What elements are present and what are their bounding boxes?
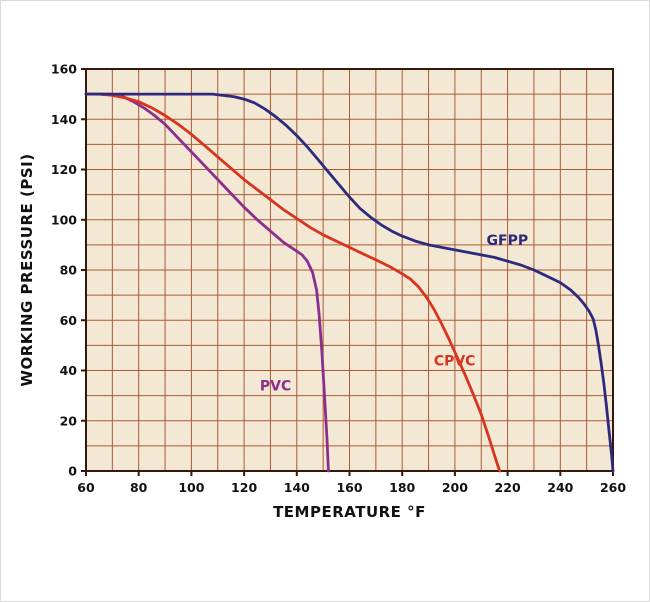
x-tick-label: 220	[495, 480, 521, 495]
y-axis-label: WORKING PRESSURE (PSI)	[18, 153, 36, 387]
series-line-gfpp	[84, 92, 615, 473]
y-tick-label: 0	[68, 464, 77, 479]
y-tick-label: 140	[51, 112, 77, 127]
plot-border	[85, 68, 614, 472]
y-tick-label: 120	[51, 162, 77, 177]
y-tick-label: 40	[60, 363, 78, 378]
series-label-cpvc: CPVC	[434, 353, 476, 369]
x-tick-label: 200	[442, 480, 468, 495]
x-tick-label: 240	[547, 480, 573, 495]
x-tick-label: 60	[77, 480, 95, 495]
x-tick-label: 140	[284, 480, 310, 495]
y-tick-label: 100	[51, 212, 77, 227]
x-tick-label: 160	[336, 480, 362, 495]
series-line-cpvc	[84, 92, 502, 473]
x-tick-label: 120	[231, 480, 257, 495]
x-tick-label: 260	[600, 480, 626, 495]
y-tick-label: 160	[51, 62, 77, 77]
y-tick-label: 80	[60, 263, 78, 278]
x-tick-label: 100	[178, 480, 204, 495]
x-tick-label: 80	[130, 480, 148, 495]
x-axis-label: TEMPERATURE °F	[273, 503, 426, 521]
series-label-pvc: PVC	[260, 379, 291, 395]
series-label-gfpp: GFPP	[487, 233, 529, 249]
series-line-pvc	[84, 92, 330, 473]
y-tick-label: 20	[60, 413, 78, 428]
y-tick-label: 60	[60, 313, 78, 328]
x-tick-label: 180	[389, 480, 415, 495]
